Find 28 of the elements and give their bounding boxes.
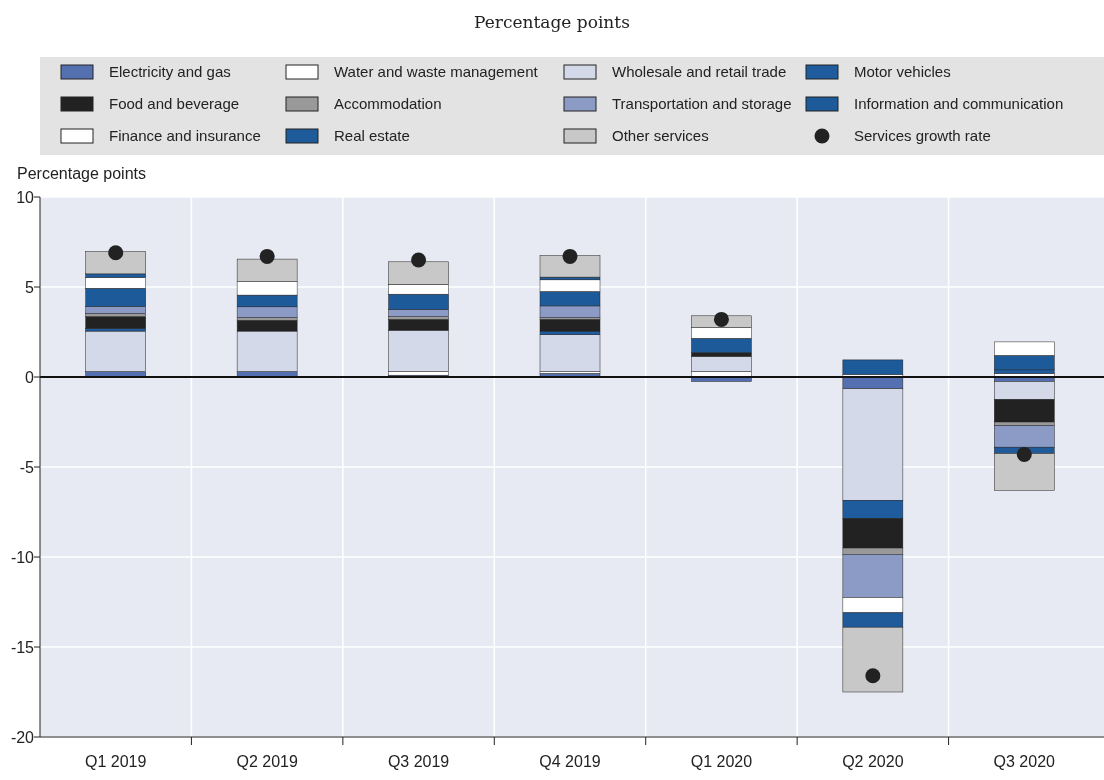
y-axis-title: Percentage points xyxy=(17,165,146,182)
legend-label: Real estate xyxy=(334,127,410,144)
y-tick-label: -20 xyxy=(10,729,35,746)
legend-label: Food and beverage xyxy=(109,95,240,112)
x-tick-label: Q1 2020 xyxy=(690,753,753,770)
y-tick-label: 5 xyxy=(25,279,35,296)
chart-subtitle: Percentage points xyxy=(474,12,630,32)
legend-label: Motor vehicles xyxy=(854,63,951,80)
x-tick-label: Q1 2019 xyxy=(85,753,147,770)
x-tick-label: Q3 2020 xyxy=(993,753,1056,770)
x-tick-label: Q2 2020 xyxy=(842,753,904,770)
y-tick-label: -10 xyxy=(10,549,35,566)
y-tick-label: -15 xyxy=(10,639,35,656)
legend-label: Wholesale and retail trade xyxy=(612,63,787,80)
legend-label: Information and communication xyxy=(854,95,1064,112)
y-tick-label: 10 xyxy=(16,189,35,206)
x-tick-label: Q3 2019 xyxy=(387,753,450,770)
x-tick-label: Q2 2019 xyxy=(236,753,298,770)
legend-label: Water and waste management xyxy=(334,63,539,80)
x-tick-label: Q4 2019 xyxy=(539,753,601,770)
legend-label: Electricity and gas xyxy=(109,63,231,80)
legend-label: Transportation and storage xyxy=(612,95,792,112)
legend-label: Services growth rate xyxy=(854,127,991,144)
y-tick-label: -5 xyxy=(19,459,35,476)
y-tick-label: 0 xyxy=(25,369,35,386)
legend-label: Other services xyxy=(612,127,709,144)
legend-label: Accommodation xyxy=(334,95,442,112)
legend-label: Finance and insurance xyxy=(109,127,261,144)
